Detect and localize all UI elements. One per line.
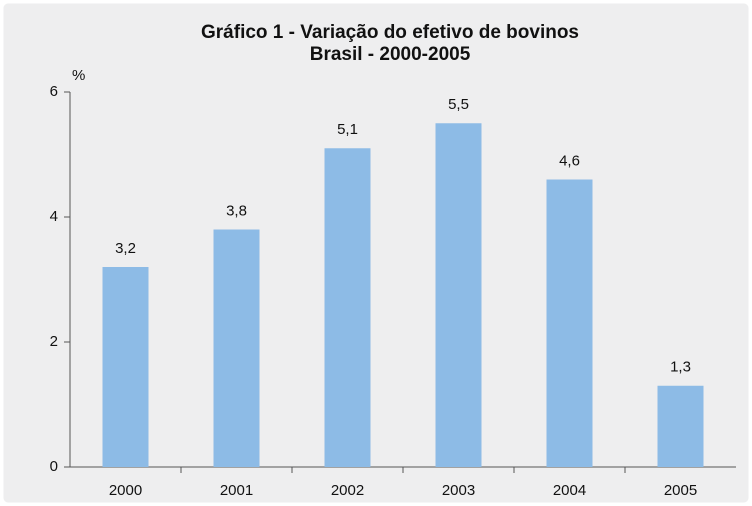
bar xyxy=(102,267,149,467)
data-label: 5,5 xyxy=(448,96,469,113)
data-label: 3,8 xyxy=(226,202,247,219)
data-label: 3,2 xyxy=(115,240,136,257)
bar xyxy=(657,385,704,467)
y-axis-label: % xyxy=(72,67,85,84)
x-tick-label: 2005 xyxy=(664,482,697,499)
y-tick-label: 6 xyxy=(50,83,58,100)
y-tick-label: 0 xyxy=(50,458,58,475)
chart-subtitle: Brasil - 2000-2005 xyxy=(310,44,471,65)
data-label: 1,3 xyxy=(670,359,691,376)
y-tick-label: 4 xyxy=(50,208,58,225)
x-tick-label: 2004 xyxy=(553,482,586,499)
bar xyxy=(213,229,260,467)
y-tick-label: 2 xyxy=(50,333,58,350)
chart-title: Gráfico 1 - Variação do efetivo de bovin… xyxy=(201,22,579,43)
bar xyxy=(435,123,482,467)
bar xyxy=(546,179,593,467)
data-label: 4,6 xyxy=(559,152,580,169)
x-tick-label: 2003 xyxy=(442,482,475,499)
x-tick-label: 2002 xyxy=(331,482,364,499)
bar xyxy=(324,148,371,467)
x-tick-label: 2001 xyxy=(220,482,253,499)
x-tick-label: 2000 xyxy=(109,482,142,499)
data-label: 5,1 xyxy=(337,121,358,138)
